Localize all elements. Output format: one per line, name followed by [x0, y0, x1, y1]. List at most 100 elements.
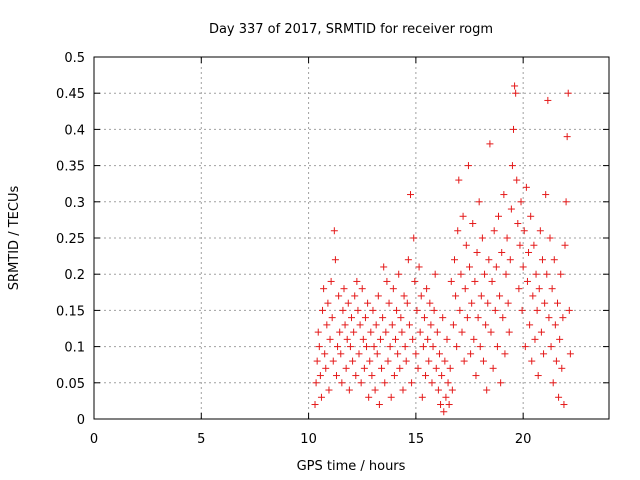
scatter-point [534, 372, 542, 380]
scatter-point [530, 241, 538, 249]
scatter-point [457, 270, 465, 278]
scatter-point [323, 321, 331, 329]
scatter-point [420, 314, 428, 322]
scatter-point [345, 386, 353, 394]
scatter-point [483, 386, 491, 394]
scatter-point [519, 263, 527, 271]
scatter-point [424, 335, 432, 343]
scatter-point [460, 357, 468, 365]
scatter-point [442, 393, 450, 401]
scatter-point [439, 314, 447, 322]
scatter-point [528, 357, 536, 365]
scatter-point [529, 292, 537, 300]
scatter-point [506, 256, 514, 264]
chart-title: Day 337 of 2017, SRMTID for receiver rog… [209, 22, 493, 37]
x-axis-label: GPS time / hours [297, 459, 406, 474]
scatter-point [368, 372, 376, 380]
scatter-point [558, 364, 566, 372]
scatter-point [398, 328, 406, 336]
scatter-point [438, 372, 446, 380]
scatter-point [349, 357, 357, 365]
scatter-point [381, 379, 389, 387]
scatter-point [531, 335, 539, 343]
y-tick-label: 0.15 [56, 304, 85, 319]
scatter-point [500, 191, 508, 199]
scatter-point [319, 306, 327, 314]
scatter-point [415, 263, 423, 271]
scatter-point [563, 133, 571, 141]
scatter-point [401, 343, 409, 351]
scatter-point [418, 393, 426, 401]
scatter-point [389, 285, 397, 293]
scatter-point [397, 314, 405, 322]
x-tick-label: 15 [408, 432, 425, 447]
scatter-point [473, 248, 481, 256]
scatter-point [564, 89, 572, 97]
scatter-point [550, 256, 558, 264]
scatter-point [367, 328, 375, 336]
y-tick-label: 0 [77, 413, 85, 428]
scatter-point [547, 343, 555, 351]
scatter-point [560, 401, 568, 409]
scatter-point [538, 256, 546, 264]
scatter-point [370, 343, 378, 351]
scatter-point [417, 292, 425, 300]
scatter-point [388, 321, 396, 329]
scatter-point [463, 314, 471, 322]
scatter-point [492, 263, 500, 271]
scatter-point [461, 285, 469, 293]
scatter-point [379, 314, 387, 322]
scatter-point [554, 299, 561, 307]
scatter-point [410, 234, 418, 242]
scatter-point [430, 306, 438, 314]
scatter-point [479, 357, 487, 365]
scatter-point [489, 364, 497, 372]
scatter-point [481, 270, 489, 278]
scatter-point [548, 285, 556, 293]
scatter-point [476, 343, 484, 351]
scatter-point [352, 372, 360, 380]
scatter-point [348, 314, 355, 322]
scatter-point [342, 364, 350, 372]
y-tick-label: 0.25 [56, 232, 85, 247]
scatter-point [443, 335, 451, 343]
scatter-point [402, 357, 410, 365]
scatter-point [340, 285, 348, 293]
scatter-point [510, 125, 518, 133]
scatter-points [311, 82, 574, 416]
scatter-point [399, 386, 407, 394]
y-tick-label: 0.05 [56, 377, 85, 392]
scatter-point [445, 401, 453, 409]
scatter-point [325, 386, 333, 394]
scatter-point [456, 306, 464, 314]
scatter-point [565, 306, 573, 314]
scatter-point [390, 372, 398, 380]
scatter-point [543, 270, 551, 278]
scatter-point [542, 191, 550, 199]
scatter-point [425, 357, 433, 365]
scatter-point [477, 292, 485, 300]
scatter-point [343, 335, 351, 343]
scatter-point [464, 162, 472, 170]
x-tick-label: 20 [515, 432, 532, 447]
scatter-point [532, 270, 540, 278]
scatter-point [522, 183, 530, 191]
scatter-point [513, 176, 521, 184]
scatter-point [320, 285, 328, 293]
scatter-point [353, 277, 361, 285]
scatter-point [485, 256, 493, 264]
scatter-point [466, 263, 474, 271]
scatter-point [405, 321, 413, 329]
scatter-point [394, 350, 402, 358]
scatter-point [416, 328, 424, 336]
scatter-point [366, 357, 374, 365]
scatter-point [360, 364, 368, 372]
scatter-point [525, 248, 533, 256]
scatter-point [447, 277, 455, 285]
scatter-point [337, 350, 345, 358]
scatter-point [470, 335, 478, 343]
scatter-point [491, 306, 499, 314]
scatter-point [380, 263, 388, 271]
scatter-point [336, 328, 344, 336]
scatter-point [374, 292, 382, 300]
